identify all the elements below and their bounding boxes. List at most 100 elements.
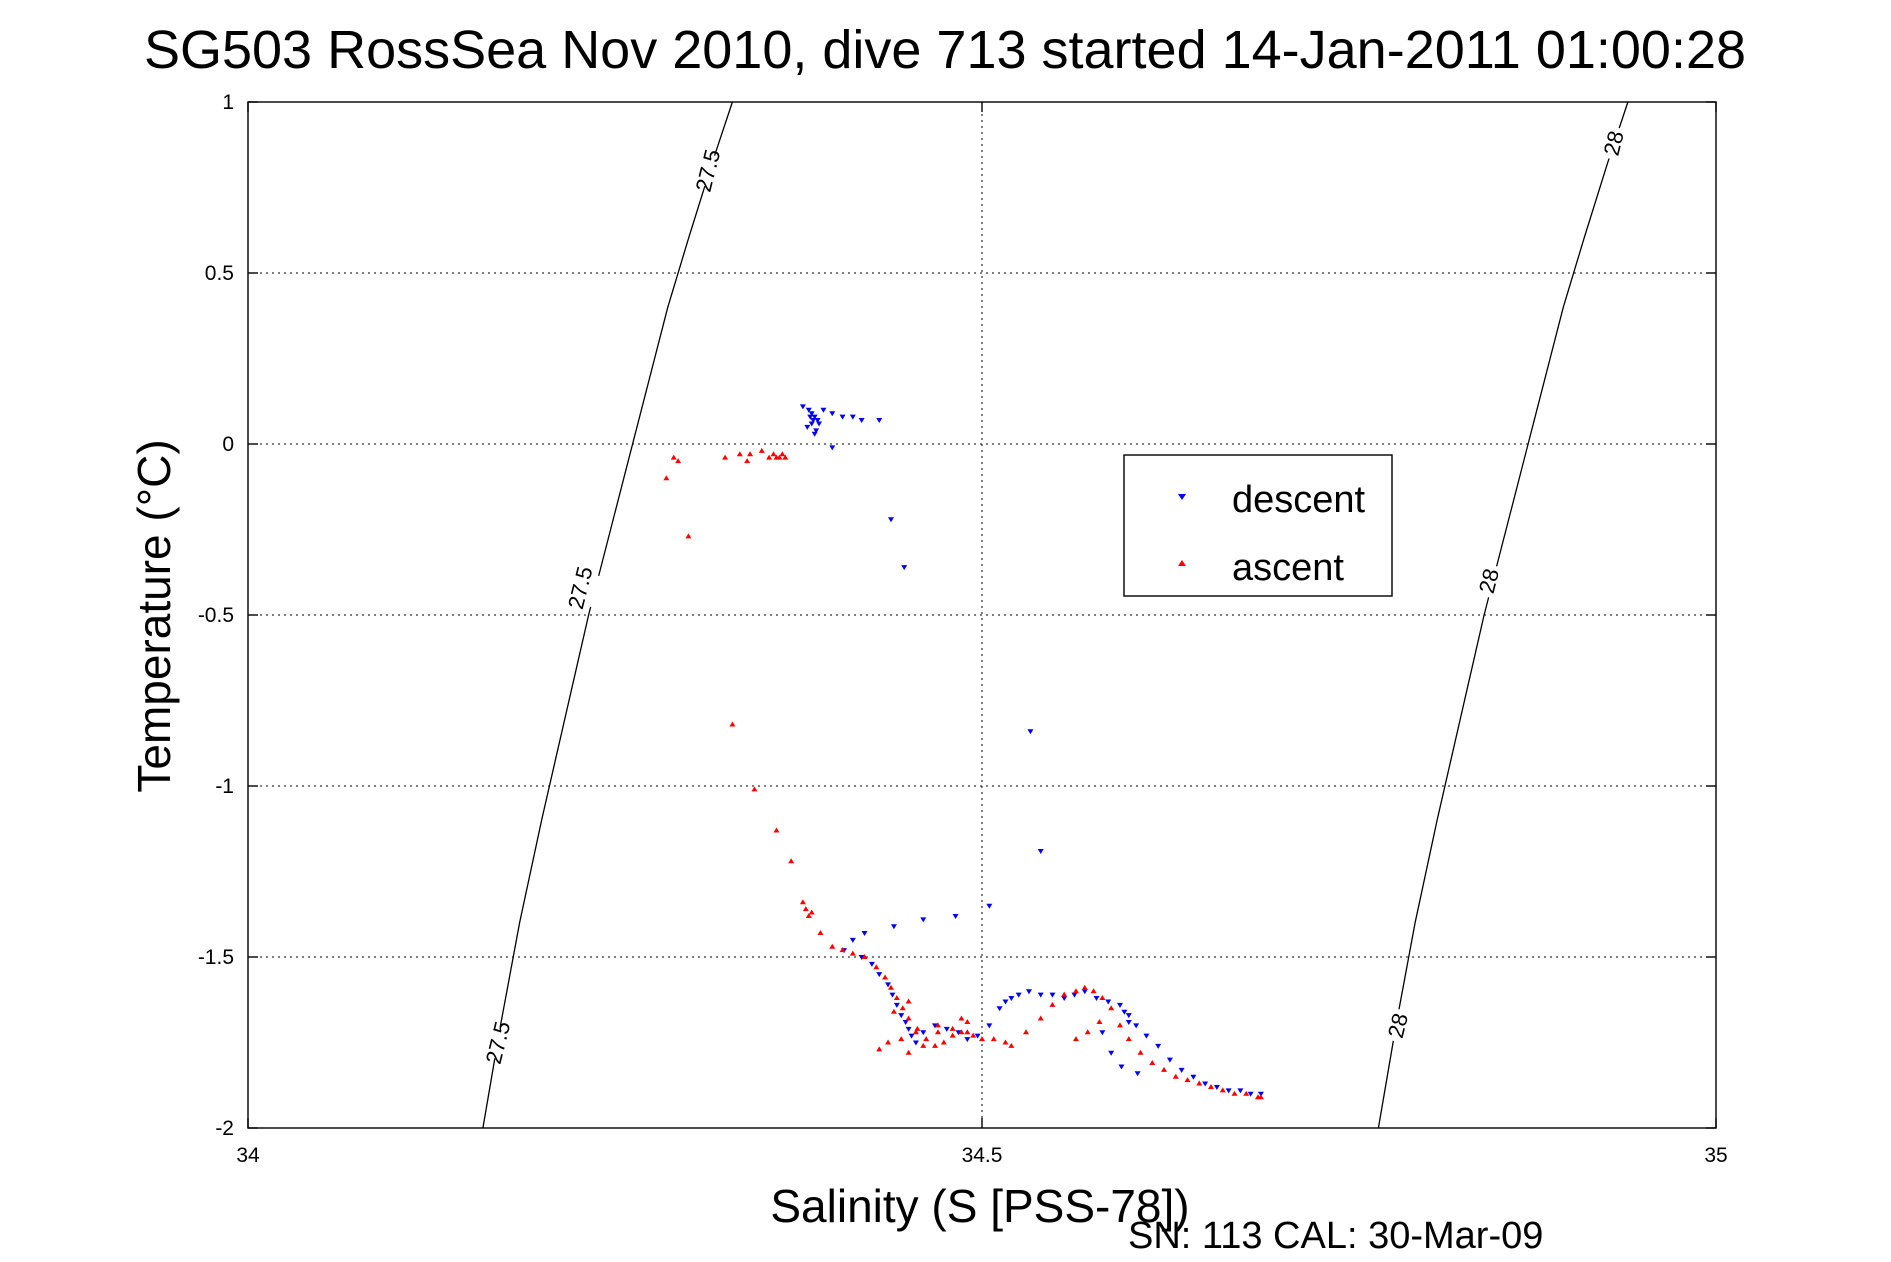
ascent-point	[905, 1049, 912, 1055]
contour-label: 28	[1474, 566, 1504, 596]
ascent-point	[1137, 1049, 1144, 1055]
ascent-point	[758, 447, 765, 453]
ascent-point	[893, 995, 900, 1001]
descent-point	[1071, 992, 1078, 998]
descent-point	[890, 924, 897, 930]
ascent-point	[898, 1036, 905, 1042]
ascent-point	[849, 950, 856, 956]
descent-point	[858, 418, 865, 424]
descent-point	[1247, 1091, 1254, 1097]
ascent-point	[964, 1018, 971, 1024]
descent-point	[974, 1033, 981, 1039]
ascent-point	[1084, 1029, 1091, 1035]
descent-point	[902, 1019, 909, 1025]
descent-point	[813, 428, 820, 434]
ascent-point	[932, 1042, 939, 1048]
descent-point	[1025, 989, 1032, 995]
descent-point	[1037, 848, 1044, 854]
ascent-point	[890, 1008, 897, 1014]
ascent-point	[964, 1029, 971, 1035]
x-tick-label: 35	[1704, 1144, 1727, 1167]
axis-ticks: 34 34.5 35 1 0.5 0 -0.5 -1 -1.5 -2	[198, 91, 1728, 1167]
legend: descent ascent	[1123, 454, 1393, 597]
descent-point	[876, 418, 883, 424]
ascent-point	[802, 906, 809, 912]
descent-point	[810, 418, 817, 424]
ascent-point	[1061, 991, 1068, 997]
descent-series	[799, 404, 1264, 1097]
descent-point	[1118, 1064, 1125, 1070]
descent-point	[955, 1030, 962, 1036]
ascent-point	[1099, 995, 1106, 1001]
chart-title: SG503 RossSea Nov 2010, dive 713 started…	[144, 20, 1746, 80]
ascent-point	[1149, 1060, 1156, 1066]
ascent-point	[722, 454, 729, 460]
ascent-point	[920, 1042, 927, 1048]
descent-point	[1237, 1088, 1244, 1094]
density-contour-28	[1377, 101, 1629, 1129]
descent-point	[1225, 1088, 1232, 1094]
descent-point	[932, 1023, 939, 1029]
contour-label-background	[1457, 558, 1520, 604]
descent-point	[898, 1013, 905, 1019]
descent-point	[1125, 1013, 1132, 1019]
ascent-point	[1081, 984, 1088, 990]
ascent-point	[958, 1029, 965, 1035]
y-tick-label: 0	[222, 433, 234, 456]
ascent-point	[770, 451, 777, 457]
ascent-point	[808, 909, 815, 915]
descent-point	[1108, 1050, 1115, 1056]
ascent-point	[970, 1032, 977, 1038]
ascent-point	[876, 1046, 883, 1052]
contour-label: 28	[1599, 128, 1629, 158]
ascent-point	[773, 827, 780, 833]
descent-point	[868, 961, 875, 967]
contour-label: 28	[1383, 1011, 1413, 1041]
descent-point	[1061, 996, 1068, 1002]
ascent-point	[1208, 1083, 1215, 1089]
contour-label-background	[1582, 120, 1645, 166]
contour-label-background	[466, 1020, 529, 1065]
descent-point	[889, 992, 896, 998]
descent-point	[908, 1033, 915, 1039]
descent-point	[996, 1006, 1003, 1012]
ascent-point	[1116, 1022, 1123, 1028]
ascent-point	[1125, 1036, 1132, 1042]
ascent-point	[817, 930, 824, 936]
ascent-point	[675, 458, 682, 464]
descent-point	[1121, 1009, 1128, 1015]
ascent-point	[861, 954, 868, 959]
descent-point	[1099, 1030, 1106, 1036]
descent-point	[814, 418, 821, 424]
ascent-point	[1072, 988, 1079, 994]
legend-ascent-label: ascent	[1232, 547, 1344, 589]
ascent-point	[839, 947, 846, 953]
ascent-point	[1172, 1073, 1179, 1079]
ascent-point	[1231, 1090, 1238, 1096]
descent-point	[858, 955, 865, 960]
ascent-point	[934, 1022, 941, 1028]
x-tick-label: 34.5	[962, 1144, 1003, 1167]
descent-point	[816, 421, 823, 427]
ascent-point	[912, 1029, 919, 1035]
ascent-point	[1184, 1077, 1191, 1083]
ascent-point	[747, 451, 754, 457]
descent-point	[986, 1023, 993, 1029]
ascent-point	[887, 984, 894, 990]
descent-point	[1190, 1074, 1197, 1080]
descent-point	[876, 972, 883, 978]
ascent-point	[779, 451, 786, 457]
descent-point	[808, 411, 815, 417]
descent-point	[805, 407, 812, 413]
ascent-point	[685, 533, 692, 539]
contour-label-background	[1366, 1003, 1429, 1048]
descent-point	[1134, 1071, 1141, 1077]
descent-point	[920, 1030, 927, 1036]
descent-point	[887, 517, 894, 523]
ascent-point	[776, 454, 783, 460]
descent-point	[920, 917, 927, 923]
contour-label-background	[548, 565, 611, 610]
descent-point	[799, 404, 806, 410]
descent-point	[1049, 992, 1056, 998]
